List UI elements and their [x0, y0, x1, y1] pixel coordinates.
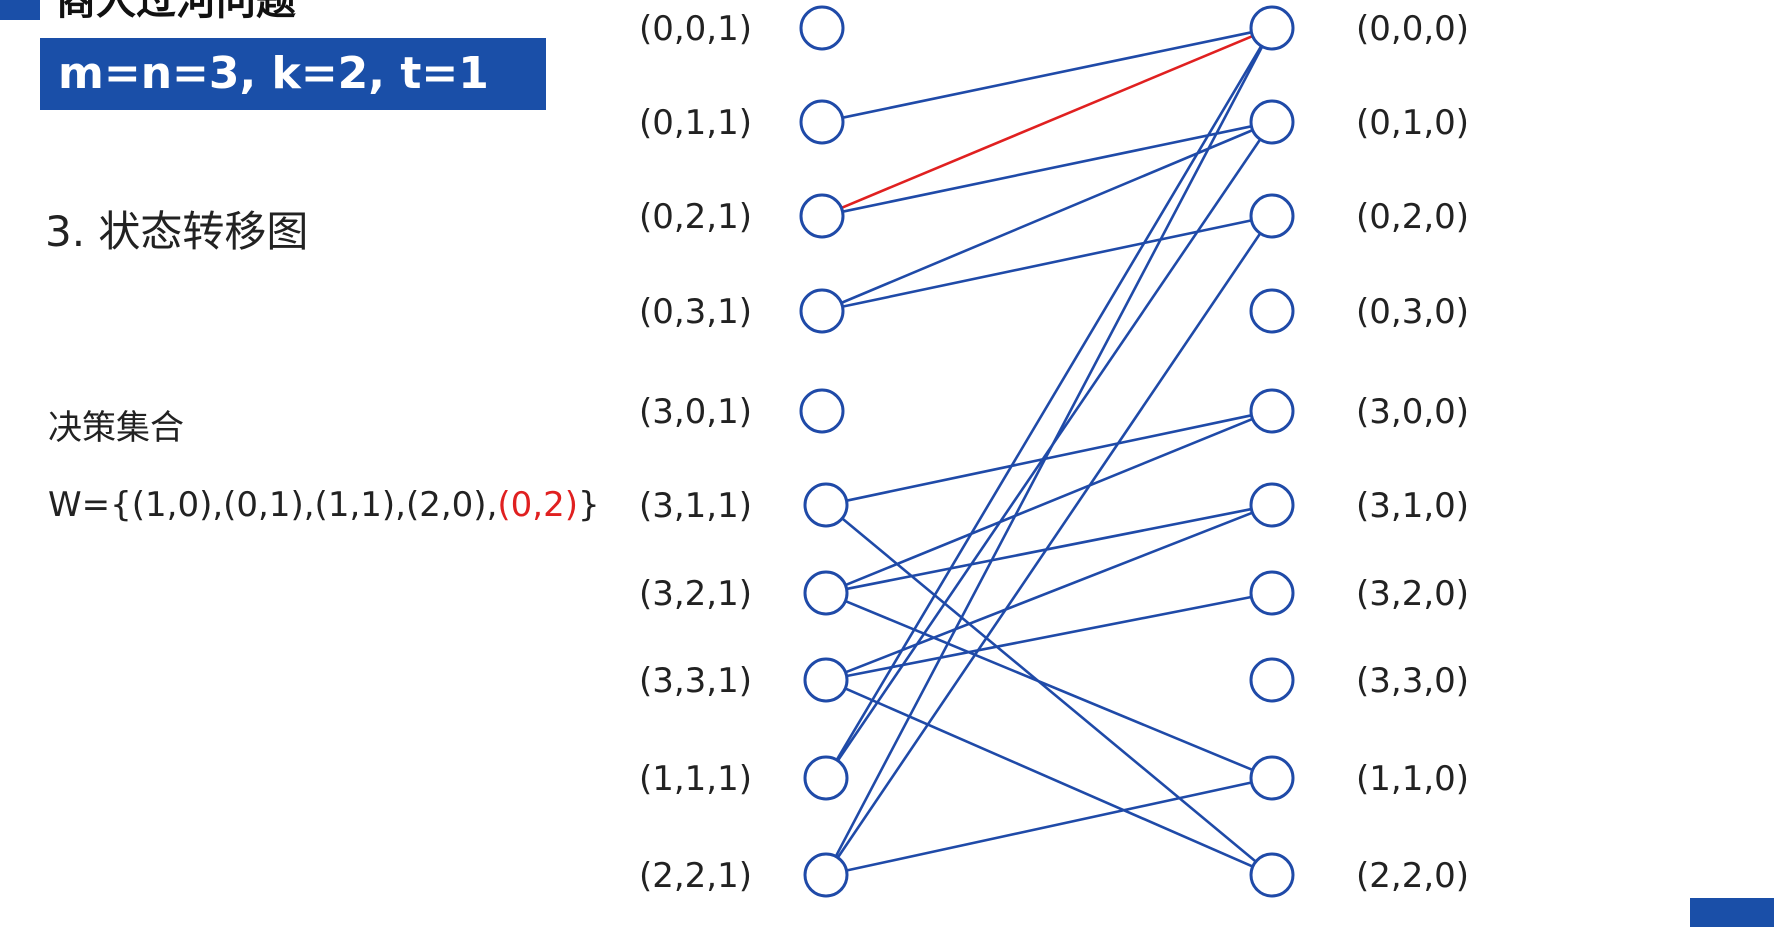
left-state-label: (0,0,1) — [639, 9, 752, 49]
right-state-node — [1249, 482, 1295, 528]
left-state-label: (3,3,1) — [639, 661, 752, 701]
decision-set-highlight: (0,2) — [497, 485, 578, 525]
left-state-node — [799, 288, 845, 334]
left-state-label: (3,0,1) — [639, 392, 752, 432]
transition-edge — [846, 414, 1252, 502]
right-state-label: (0,2,0) — [1356, 197, 1469, 237]
corner-widget[interactable] — [1690, 898, 1774, 927]
right-state-node — [1249, 755, 1295, 801]
right-state-label: (2,2,0) — [1356, 856, 1469, 896]
right-state-label: (0,1,0) — [1356, 103, 1469, 143]
left-state-label: (2,2,1) — [639, 856, 752, 896]
transition-edge — [842, 125, 1252, 213]
decision-set-formula: W={(1,0),(0,1),(1,1),(2,0),(0,2)} — [48, 485, 600, 525]
left-state-label: (0,1,1) — [639, 103, 752, 143]
left-state-node — [799, 388, 845, 434]
title-accent-bar — [0, 0, 40, 20]
transition-edge — [842, 31, 1252, 119]
transition-edge — [844, 687, 1254, 868]
transition-edge — [844, 417, 1254, 587]
left-state-label: (3,2,1) — [639, 574, 752, 614]
transition-edge — [840, 128, 1254, 305]
transition-edge — [834, 45, 1264, 858]
right-state-label: (3,1,0) — [1356, 486, 1469, 526]
transition-edge — [835, 45, 1263, 761]
right-state-node — [1249, 852, 1295, 898]
transition-edge — [846, 781, 1252, 872]
left-state-node — [803, 570, 849, 616]
right-state-label: (3,3,0) — [1356, 661, 1469, 701]
transition-edge — [841, 517, 1257, 863]
right-state-label: (0,3,0) — [1356, 292, 1469, 332]
left-state-label: (3,1,1) — [639, 486, 752, 526]
left-state-node — [803, 482, 849, 528]
left-state-node — [803, 657, 849, 703]
right-state-node — [1249, 99, 1295, 145]
right-state-label: (3,2,0) — [1356, 574, 1469, 614]
decision-set-prefix: W={(1,0),(0,1),(1,1),(2,0), — [48, 485, 498, 525]
transition-edge — [836, 232, 1262, 859]
left-state-node — [803, 852, 849, 898]
right-state-node — [1249, 193, 1295, 239]
decision-set-suffix: } — [577, 485, 600, 525]
left-state-label: (0,2,1) — [639, 197, 752, 237]
transition-edge — [846, 595, 1252, 678]
transition-edge — [844, 599, 1254, 772]
right-state-label: (1,1,0) — [1356, 759, 1469, 799]
decision-set-label: 决策集合 — [48, 408, 184, 448]
left-state-node — [799, 193, 845, 239]
right-state-label: (3,0,0) — [1356, 392, 1469, 432]
transition-edge — [842, 219, 1252, 308]
transition-edge — [846, 507, 1252, 591]
parameters-banner: m=n=3, k=2, t=1 — [40, 38, 546, 110]
right-state-node — [1249, 388, 1295, 434]
transition-edge-highlighted — [840, 34, 1254, 210]
left-state-node — [799, 5, 845, 51]
left-state-node — [803, 755, 849, 801]
left-state-label: (0,3,1) — [639, 292, 752, 332]
left-state-label: (1,1,1) — [639, 759, 752, 799]
right-state-node — [1249, 288, 1295, 334]
transition-edge — [845, 511, 1253, 674]
right-state-node — [1249, 570, 1295, 616]
right-state-label: (0,0,0) — [1356, 9, 1469, 49]
right-state-node — [1249, 5, 1295, 51]
left-state-node — [799, 99, 845, 145]
page-title: 商人过河问题 — [56, 0, 296, 24]
right-state-node — [1249, 657, 1295, 703]
section-title: 3. 状态转移图 — [45, 207, 309, 256]
